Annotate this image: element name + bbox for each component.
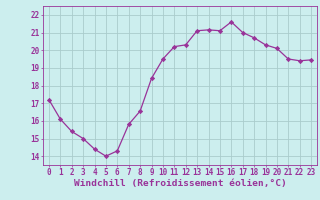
X-axis label: Windchill (Refroidissement éolien,°C): Windchill (Refroidissement éolien,°C): [74, 179, 286, 188]
